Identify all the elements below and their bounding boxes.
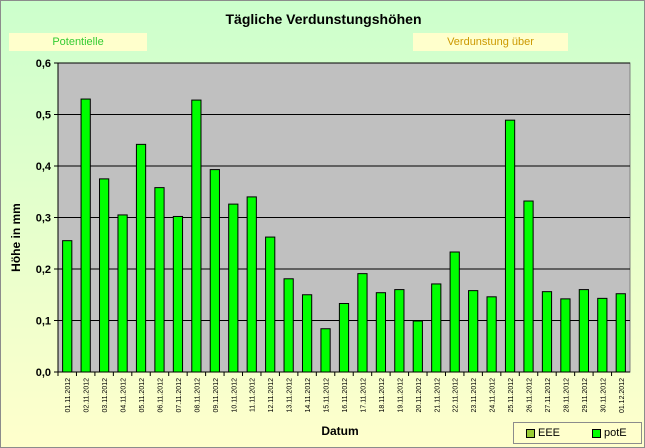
label-box-right: Verdunstung über (413, 33, 568, 51)
x-axis-label: Datum (321, 424, 358, 438)
x-tick-label: 11.11.2012 (250, 378, 257, 412)
bar (375, 292, 387, 373)
bar (99, 178, 110, 373)
x-tick-label: 19.11.2012 (397, 378, 404, 413)
x-tick-label: 08.11.2012 (194, 378, 201, 413)
x-tick-label: 07.11.2012 (176, 378, 183, 413)
x-tick-label: 25.11.2012 (508, 378, 515, 413)
x-tick-label: 23.11.2012 (471, 378, 478, 413)
x-tick-label: 15.11.2012 (324, 378, 331, 413)
x-tick-label: 03.11.2012 (102, 378, 109, 413)
x-tick-label: 28.11.2012 (563, 378, 570, 413)
legend-label: EEE (538, 427, 561, 439)
x-tick-label: 30.11.2012 (600, 378, 607, 413)
x-tick-label: 05.11.2012 (139, 378, 146, 413)
bar (468, 290, 479, 373)
x-tick-label: 27.11.2012 (545, 378, 552, 413)
bar (486, 296, 497, 373)
legend-swatch (592, 429, 601, 438)
bar (449, 251, 460, 373)
bar (597, 297, 608, 373)
legend-swatch (526, 429, 535, 438)
bar (265, 236, 276, 373)
x-tick-label: 22.11.2012 (453, 378, 460, 413)
bar (209, 169, 220, 373)
x-tick-label: 13.11.2012 (287, 378, 294, 413)
bar (301, 294, 313, 373)
bar (117, 214, 128, 373)
label-box-left: Potentielle (9, 33, 147, 51)
bar (615, 293, 626, 373)
chart-title: Tägliche Verdunstungshöhen (225, 11, 422, 27)
x-tick-label: 09.11.2012 (213, 378, 220, 413)
bar (338, 303, 350, 373)
y-axis-label: Höhe in mm (9, 203, 23, 272)
x-tick-label: 16.11.2012 (342, 378, 349, 413)
x-tick-label: 01.12.2012 (619, 378, 626, 413)
x-tick-label: 26.11.2012 (527, 378, 534, 413)
bar (394, 289, 405, 373)
bar (541, 291, 553, 373)
bar (154, 187, 165, 373)
chart-legend: EEE potE (513, 422, 642, 444)
y-tick-label: 0,6 (36, 58, 51, 70)
bar (431, 283, 442, 373)
x-tick-label: 06.11.2012 (157, 378, 164, 413)
x-tick-label: 24.11.2012 (490, 378, 497, 413)
bar (523, 200, 534, 373)
x-tick-label: 14.11.2012 (305, 378, 312, 413)
bar (578, 289, 589, 373)
y-tick-label: 0,2 (36, 264, 51, 276)
x-tick-label: 10.11.2012 (231, 378, 238, 413)
bar (357, 273, 368, 373)
y-tick-label: 0,1 (36, 316, 51, 328)
x-tick-label: 17.11.2012 (360, 378, 367, 413)
bar (504, 119, 516, 373)
y-tick-label: 0,5 (36, 110, 51, 122)
bar (246, 196, 257, 373)
bar (135, 143, 147, 373)
legend-label: potE (604, 427, 627, 439)
bar (191, 99, 202, 373)
x-tick-label: 21.11.2012 (434, 378, 441, 413)
bar (62, 240, 73, 373)
x-tick-label: 04.11.2012 (121, 378, 128, 413)
x-tick-label: 01.11.2012 (65, 378, 72, 413)
bar (80, 98, 91, 373)
bar (320, 328, 331, 373)
bar (228, 203, 239, 373)
y-tick-label: 0,3 (36, 213, 51, 225)
x-tick-label: 12.11.2012 (268, 378, 275, 413)
bar (560, 298, 571, 373)
bar (412, 320, 423, 373)
x-tick-label: 18.11.2012 (379, 378, 386, 413)
y-tick-label: 0,4 (36, 161, 52, 173)
y-tick-label: 0,0 (36, 367, 51, 379)
x-tick-label: 29.11.2012 (582, 378, 589, 413)
x-tick-label: 02.11.2012 (84, 378, 91, 413)
bar (172, 215, 184, 373)
x-tick-label: 20.11.2012 (416, 378, 423, 413)
bar (283, 278, 294, 373)
